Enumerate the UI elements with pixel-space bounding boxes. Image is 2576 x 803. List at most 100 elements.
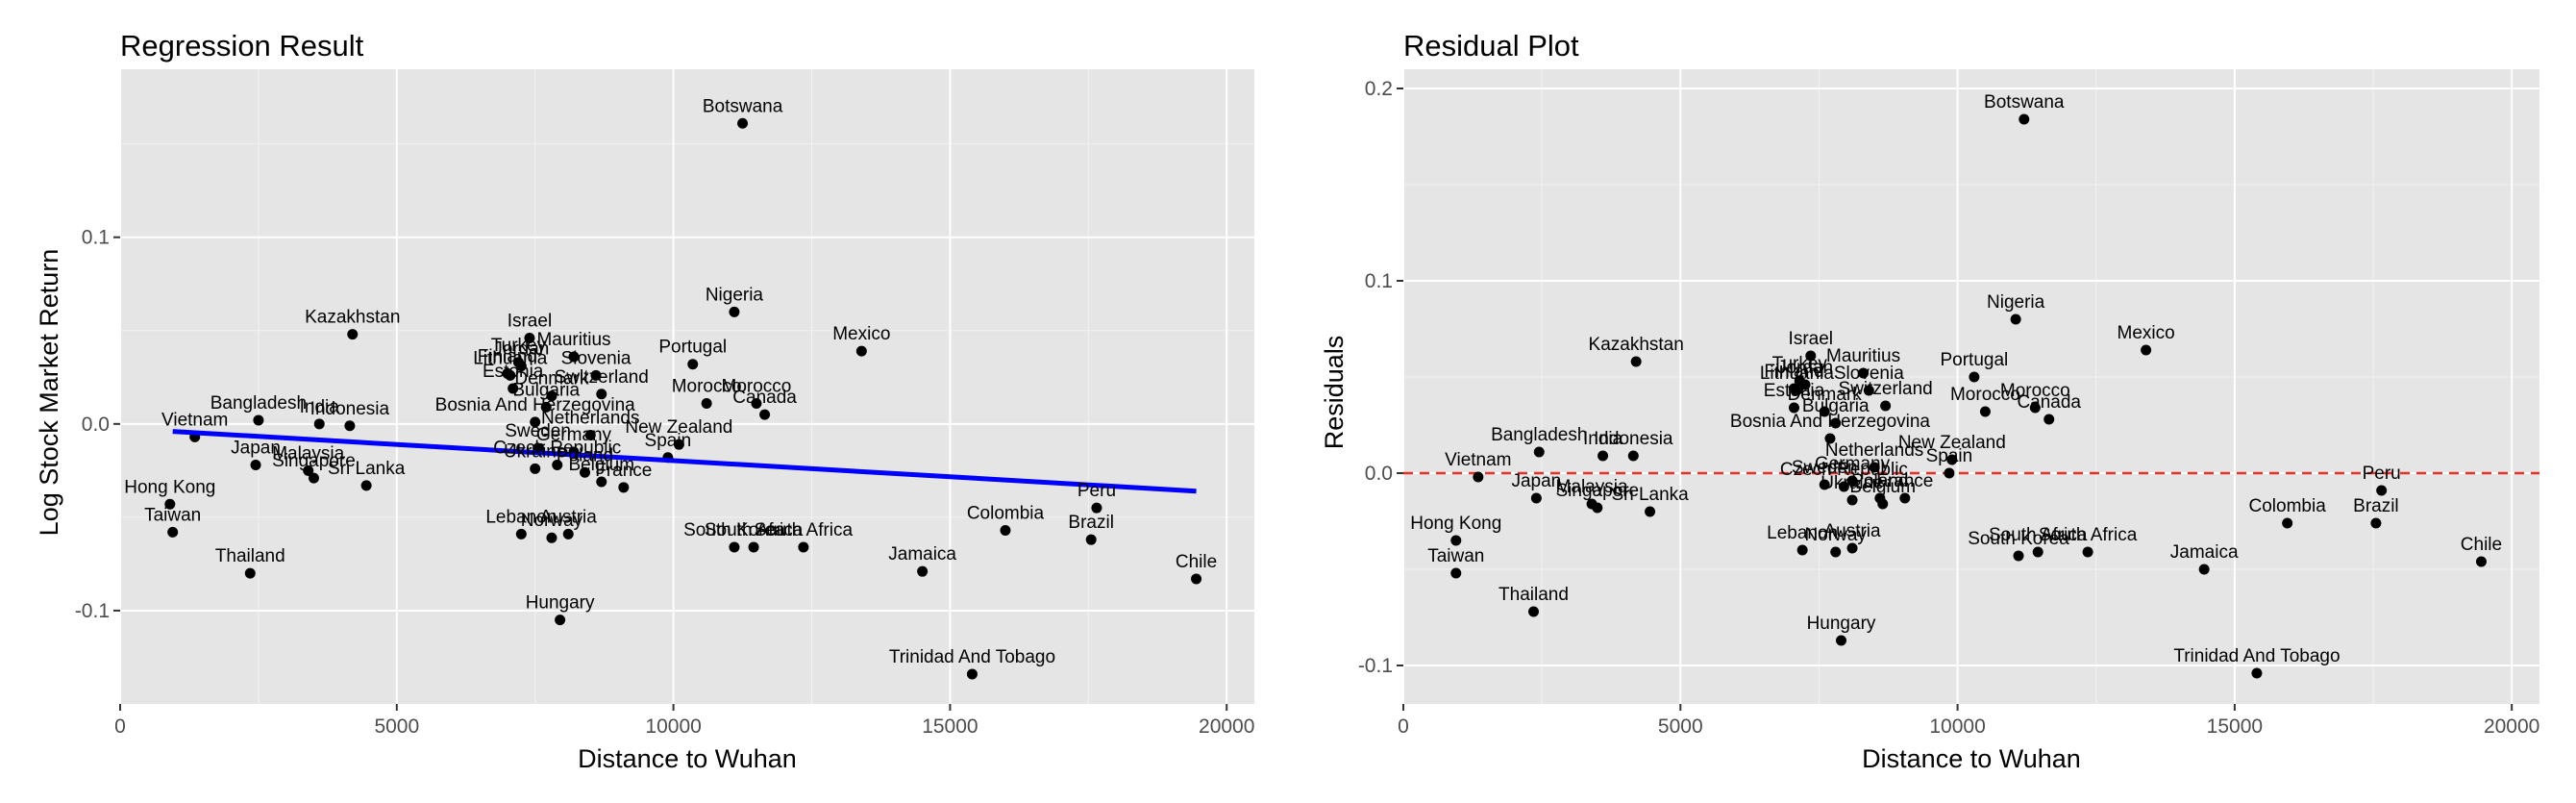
point-label: South Africa <box>1989 525 2088 545</box>
x-tick-label: 15000 <box>2207 715 2263 738</box>
point-label: Taiwan <box>144 505 201 525</box>
x-tick-label: 20000 <box>2484 715 2539 738</box>
data-point <box>1838 481 1849 492</box>
point-label: Sweden <box>505 421 571 441</box>
data-point <box>505 369 516 381</box>
point-label: Chile <box>1176 552 1217 572</box>
data-point <box>759 409 771 420</box>
point-label: Finland <box>1764 362 1823 382</box>
point-label: Austria <box>1823 521 1881 541</box>
data-point <box>1846 475 1858 487</box>
data-point <box>568 351 580 363</box>
point-label: Japan <box>1511 471 1561 491</box>
point-label: Turkey <box>1772 354 1828 374</box>
data-point <box>2019 113 2030 125</box>
data-point <box>1819 479 1830 490</box>
data-point <box>1085 534 1097 545</box>
data-point <box>2082 546 2093 558</box>
data-point <box>515 528 527 540</box>
data-point <box>729 306 740 317</box>
point-label: South Africa <box>755 520 854 540</box>
data-point <box>1450 535 1462 546</box>
data-point <box>1880 400 1892 412</box>
data-point <box>344 420 356 432</box>
data-point <box>360 480 372 491</box>
point-label: Morocco <box>672 376 742 396</box>
point-label: Portugal <box>658 338 727 358</box>
point-label: Jordan <box>1777 358 1833 378</box>
data-point <box>303 464 314 476</box>
regression-title: Regression Result <box>120 29 364 63</box>
y-tick-label: 0.0 <box>82 414 110 436</box>
data-point <box>244 567 256 579</box>
point-label: Brazil <box>2353 496 2399 516</box>
point-label: Austria <box>540 507 598 527</box>
data-point <box>590 369 602 381</box>
data-point <box>1877 498 1889 510</box>
data-point <box>1645 506 1656 517</box>
point-label: Botswana <box>1984 92 2065 113</box>
data-point <box>1000 524 1011 536</box>
regression-panel: Regression Result Distance to Wuhan Log … <box>35 29 1254 773</box>
data-point <box>1869 462 1880 473</box>
plot-background <box>1403 69 2539 704</box>
data-point <box>250 460 261 471</box>
x-tick-label: 10000 <box>1929 715 1985 738</box>
x-tick-label: 15000 <box>922 715 978 738</box>
point-label: Lithuania <box>473 348 548 368</box>
point-label: Germany <box>536 425 612 445</box>
data-point <box>596 389 607 400</box>
data-point <box>524 333 535 344</box>
point-label: South Korea <box>683 520 785 540</box>
data-point <box>1836 635 1847 646</box>
point-label: Estonia <box>1764 381 1825 401</box>
point-label: Thailand <box>1499 585 1569 605</box>
point-label: Lithuania <box>1760 364 1835 384</box>
point-label: Mauritius <box>1826 346 1900 366</box>
point-label: South Africa <box>705 520 804 540</box>
regression-xlabel: Distance to Wuhan <box>578 744 797 773</box>
point-label: Vietnam <box>1445 450 1511 470</box>
point-label: Vietnam <box>161 410 228 430</box>
point-label: Canada <box>732 388 797 408</box>
data-point <box>515 361 527 372</box>
point-label: Indonesia <box>1594 429 1673 449</box>
point-label: Bangladesh <box>211 393 307 414</box>
point-label: Bulgaria <box>1802 396 1870 416</box>
data-point <box>798 541 809 553</box>
data-point <box>530 416 541 428</box>
point-label: Spain <box>1926 446 1973 466</box>
data-point <box>1533 446 1545 458</box>
point-label: Lebanon <box>1767 523 1838 543</box>
residual-xlabel: Distance to Wuhan <box>1862 744 2081 773</box>
y-tick-label: 0.2 <box>1365 78 1393 100</box>
point-label: Norway <box>1805 525 1868 545</box>
point-label: Colombia <box>967 503 1045 523</box>
data-point <box>1592 502 1603 514</box>
point-label: Sweden <box>1792 458 1858 478</box>
y-tick-label: 0.1 <box>82 227 110 249</box>
data-point <box>508 383 519 394</box>
point-label: Lebanon <box>485 507 557 527</box>
point-label: India <box>1583 429 1623 449</box>
data-point <box>546 532 557 543</box>
data-point <box>1796 544 1808 556</box>
point-label: Sri Lanka <box>1611 485 1689 505</box>
data-point <box>1805 350 1817 362</box>
point-label: Chile <box>2461 535 2502 555</box>
data-point <box>1630 356 1642 367</box>
point-label: Mexico <box>2118 323 2175 343</box>
data-point <box>253 414 264 426</box>
x-tick-label: 10000 <box>645 715 701 738</box>
y-tick-label: -0.1 <box>1358 655 1393 677</box>
point-label: Israel <box>1789 329 1833 349</box>
point-label: Thailand <box>215 546 285 566</box>
point-label: New Zealand <box>625 417 732 438</box>
point-label: Hungary <box>1807 614 1876 634</box>
point-label: Slovenia <box>561 348 632 368</box>
data-point <box>1473 471 1484 483</box>
data-point <box>1899 492 1911 504</box>
data-point <box>530 463 541 474</box>
data-point <box>748 541 759 553</box>
